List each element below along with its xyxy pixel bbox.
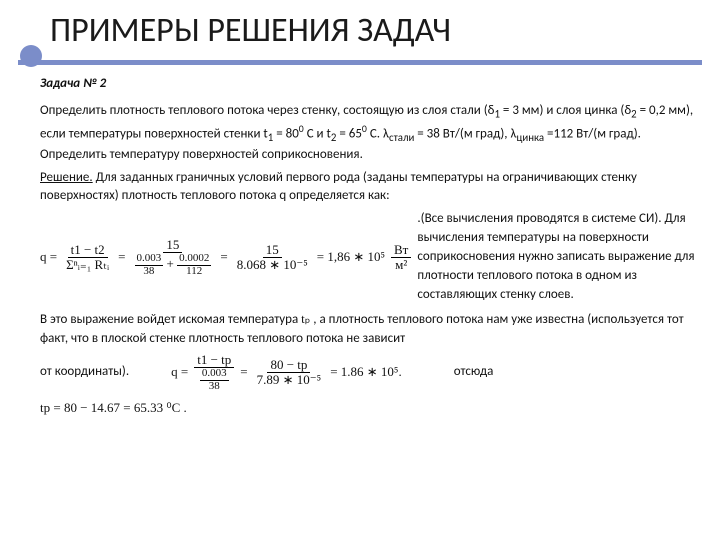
ff: 0.0002112	[177, 253, 211, 277]
s: стали	[389, 131, 414, 144]
unit: Вт м²	[391, 243, 411, 273]
n: Вт	[391, 243, 411, 258]
eq: = 1,86 ∗ 10⁵	[317, 248, 385, 267]
tp: tₚ	[301, 311, 310, 326]
formula-2-row: от координаты). q = t1 − tp 0.00338 = 80…	[40, 353, 695, 392]
t: = 38 Вт/(м град), λ	[414, 126, 516, 141]
t: С и t	[304, 126, 331, 141]
frac2: 80 − tp 7.89 ∗ 10⁻⁵	[254, 358, 325, 388]
page-title: ПРИМЕРЫ РЕШЕНИЯ ЗАДАЧ	[50, 10, 451, 51]
t: Определить плотность теплового потока че…	[40, 103, 494, 118]
d: 8.068 ∗ 10⁻⁵	[234, 258, 311, 272]
t: = 3 мм) и слоя цинка (δ	[500, 103, 631, 118]
t: = 80	[273, 126, 299, 141]
final-answer: tp = 80 − 14.67 = 65.33 ⁰C .	[40, 399, 695, 418]
n: t1 − tp	[194, 353, 234, 368]
eq: = 1.86 ∗ 10⁵.	[330, 363, 402, 382]
d: 38	[207, 381, 222, 393]
n: 0.003	[135, 253, 164, 266]
after: .(Все вычисления проводятся в системе СИ…	[417, 210, 695, 304]
d: 38	[141, 266, 156, 278]
eq: =	[220, 248, 227, 267]
d: 0.00338	[197, 368, 232, 392]
t: = 65	[336, 126, 362, 141]
plus: +	[167, 256, 174, 271]
q: q =	[171, 363, 188, 382]
para4: В это выражение войдет искомая температу…	[40, 310, 695, 349]
d: 0.00338 + 0.0002112	[132, 253, 215, 277]
ff: 0.00338	[135, 253, 164, 277]
t: В это выражение войдет искомая температу…	[40, 312, 301, 327]
eq: =	[240, 363, 247, 382]
d: Σⁿᵢ₌₁ Rₜᵢ	[63, 258, 112, 272]
s: цинка	[517, 131, 545, 144]
ff: 0.00338	[200, 368, 229, 392]
t: Для заданных граничных условий первого р…	[40, 170, 637, 204]
d: м²	[392, 258, 410, 272]
n: 15	[163, 238, 182, 253]
hence: отсюда	[454, 363, 494, 382]
n: 0.0002	[177, 253, 211, 266]
frac2: 15 0.00338 + 0.0002112	[132, 238, 215, 277]
problem-label: Задача № 2	[40, 75, 695, 94]
t: С. λ	[367, 126, 389, 141]
d: 112	[184, 266, 204, 278]
eq: =	[118, 248, 125, 267]
coord: от координаты).	[40, 363, 129, 382]
solution-label: Решение.	[40, 170, 93, 185]
n: 80 − tp	[267, 358, 310, 373]
content-area: Задача № 2 Определить плотность тепловог…	[40, 75, 695, 417]
frac1: t1 − t2 Σⁿᵢ₌₁ Rₜᵢ	[63, 243, 112, 273]
formula-1: q = t1 − t2 Σⁿᵢ₌₁ Rₜᵢ = 15 0.00338 + 0.0…	[40, 210, 695, 304]
d: 7.89 ∗ 10⁻⁵	[254, 373, 325, 387]
title-underline	[18, 60, 702, 65]
frac1: t1 − tp 0.00338	[194, 353, 234, 392]
n: t1 − t2	[68, 243, 108, 258]
problem-text: Определить плотность теплового потока че…	[40, 102, 695, 165]
solution-para: Решение. Для заданных граничных условий …	[40, 169, 695, 207]
n: 15	[263, 243, 282, 258]
frac3: 15 8.068 ∗ 10⁻⁵	[234, 243, 311, 273]
q: q =	[40, 248, 57, 267]
